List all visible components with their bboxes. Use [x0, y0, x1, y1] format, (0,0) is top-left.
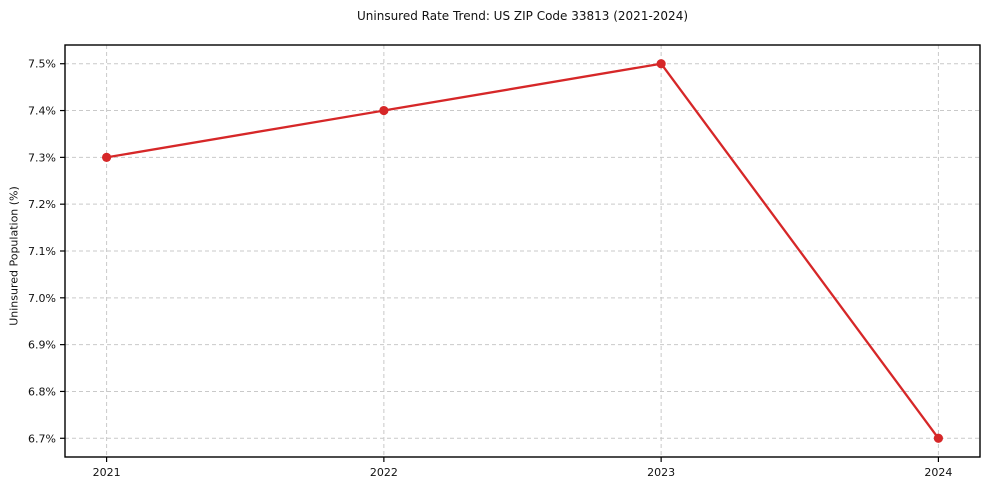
y-tick-label: 6.7%	[28, 432, 56, 445]
y-tick-label: 7.2%	[28, 198, 56, 211]
data-point-2021	[101, 152, 112, 162]
y-tick-label: 7.5%	[28, 58, 56, 71]
x-tick-label: 2023	[647, 466, 675, 479]
x-tick-label: 2021	[93, 466, 121, 479]
x-tick-label: 2024	[924, 466, 952, 479]
y-tick-label: 7.4%	[28, 105, 56, 118]
trend-line	[105, 62, 940, 440]
data-point-2023	[656, 59, 666, 69]
data-point-2024	[933, 433, 944, 443]
data-point-2022	[379, 105, 389, 116]
y-tick-label: 7.3%	[28, 151, 56, 164]
y-tick-label: 6.8%	[28, 385, 56, 398]
x-tick-label: 2022	[370, 466, 398, 479]
y-tick-label: 6.9%	[28, 339, 56, 352]
y-tick-label: 7.0%	[28, 292, 56, 305]
chart-title: Uninsured Rate Trend: US ZIP Code 33813 …	[356, 9, 689, 23]
y-tick-label: 7.1%	[28, 245, 56, 258]
